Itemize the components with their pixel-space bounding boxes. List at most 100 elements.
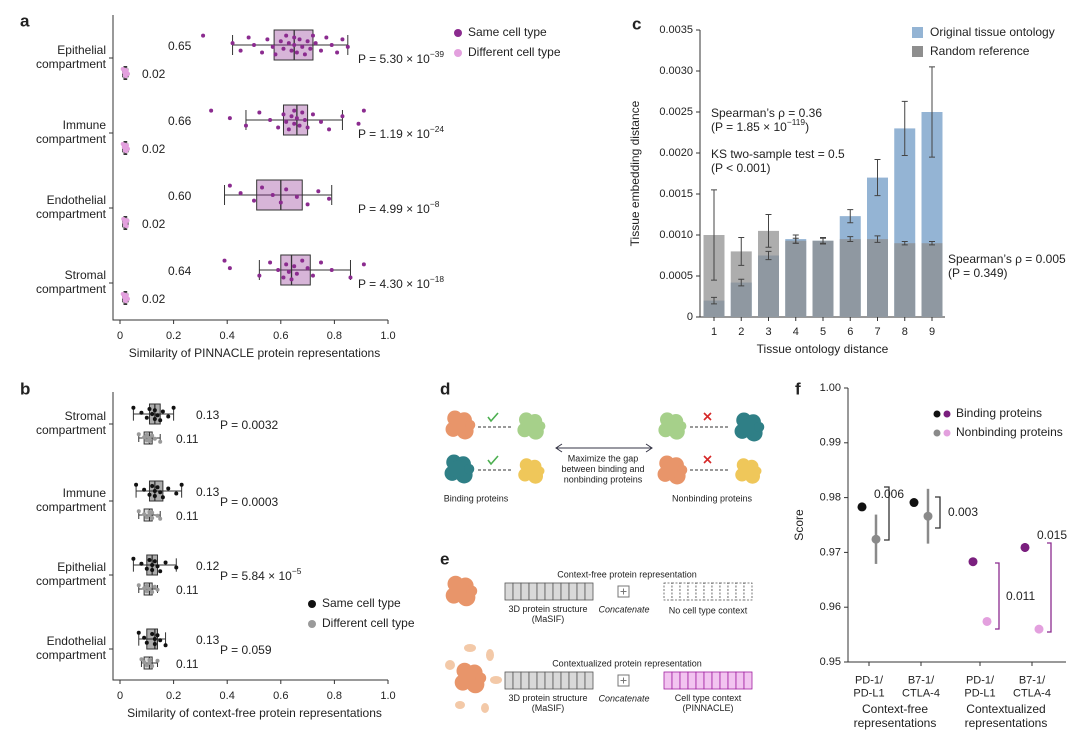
y-tick-label: 0.0020 <box>659 147 693 159</box>
text-line: compartment <box>36 57 107 71</box>
point <box>142 635 147 640</box>
point <box>150 510 155 515</box>
point <box>268 260 273 265</box>
point <box>144 589 149 594</box>
protein <box>444 454 475 484</box>
value-label: 0.02 <box>142 217 166 231</box>
protein <box>658 412 687 440</box>
text-line: compartment <box>36 574 107 588</box>
text-line: compartment <box>36 500 107 514</box>
point <box>150 664 155 668</box>
point <box>327 127 332 132</box>
diagram-label: 3D protein structure (MaSIF) <box>508 693 587 713</box>
panel-letter: b <box>20 379 30 398</box>
point <box>147 587 152 591</box>
point <box>361 108 366 113</box>
point <box>294 194 299 199</box>
point <box>152 494 157 498</box>
point <box>335 50 340 55</box>
value-label: 0.12 <box>196 559 220 573</box>
error-bar <box>820 237 826 244</box>
value-label: 0.13 <box>196 633 220 647</box>
y-axis-label: Score <box>792 509 806 541</box>
point <box>230 41 235 46</box>
concat-plus <box>620 588 627 595</box>
point <box>150 632 155 636</box>
structure-cell <box>520 582 530 601</box>
structure-cell <box>576 671 586 690</box>
y-tick-label: Endothelial compartment <box>36 193 107 221</box>
x-tick-label: B7-1/CTLA-4 <box>1013 675 1051 700</box>
point <box>982 616 992 626</box>
text-line: 3D protein structure <box>508 693 587 703</box>
error-bar <box>874 235 881 243</box>
context-cell <box>695 671 705 690</box>
value-label: 0.11 <box>176 657 199 671</box>
bar <box>812 240 834 317</box>
x-tick-label: 0.8 <box>327 330 342 342</box>
value-label: 0.64 <box>168 264 192 278</box>
bar <box>867 239 888 317</box>
annotation-text: (P = 1.85 × 10 <box>711 120 787 134</box>
point <box>252 198 256 203</box>
point <box>166 486 171 491</box>
annotation-text: P = 4.30 × 10 <box>358 277 430 291</box>
text-line: (MaSIF) <box>532 704 565 714</box>
context-cell <box>711 671 721 690</box>
value-label: 0.13 <box>196 485 220 499</box>
x-tick-label: PD-1/PD-L1 <box>853 675 884 700</box>
text-line: Endothelial <box>47 634 106 648</box>
protein <box>454 662 487 694</box>
diagram-caption: Maximize the gap between binding and nonbi… <box>561 454 644 485</box>
point <box>361 262 366 267</box>
y-tick-label: 0.97 <box>820 546 841 558</box>
point <box>329 43 334 47</box>
point <box>142 435 147 440</box>
legend-marker <box>933 429 941 437</box>
error-bar <box>847 209 854 224</box>
annotation-text: (P < 0.001) <box>711 161 770 175</box>
structure-cell <box>568 671 578 690</box>
context-cell <box>687 582 697 601</box>
x-axis-label: Similarity of context-free protein repre… <box>127 706 382 720</box>
protein <box>518 458 545 484</box>
point <box>152 637 157 641</box>
point <box>909 498 919 508</box>
context-cell <box>703 582 713 601</box>
point <box>302 118 307 122</box>
point <box>150 516 155 520</box>
legend-label: Same cell type <box>468 25 547 39</box>
legend-label: Original tissue ontology <box>930 25 1055 39</box>
value-label: 0.11 <box>176 583 199 597</box>
annotation: KS two-sample test = 0.5 <box>711 147 845 161</box>
annotation: P = 0.0003 <box>220 495 278 509</box>
point <box>209 108 214 113</box>
text-line: PD-L1 <box>853 687 884 699</box>
value-label: 0.60 <box>168 189 192 203</box>
point <box>150 412 155 416</box>
structure-cell <box>544 582 554 601</box>
text-line: PD-L1 <box>964 687 995 699</box>
legend-marker <box>308 600 316 608</box>
point <box>345 44 350 49</box>
text-line: B7-1/ <box>1019 675 1046 687</box>
structure-cell <box>568 582 578 601</box>
group-label: Contextualized representations <box>965 702 1048 730</box>
y-tick-label: Epithelial compartment <box>36 560 107 588</box>
legend-label: Nonbinding proteins <box>956 425 1063 439</box>
point <box>292 121 297 126</box>
value-label: 0.02 <box>142 292 166 306</box>
x-tick-label: 1 <box>711 326 717 338</box>
y-tick-label: 0.95 <box>820 656 841 668</box>
text-line: compartment <box>36 207 107 221</box>
annotation-exponent: −8 <box>430 199 440 209</box>
y-tick-label: Stromal compartment <box>36 409 107 437</box>
x-tick-label: 1.0 <box>380 330 395 342</box>
point <box>147 658 152 662</box>
point <box>124 224 129 229</box>
point <box>131 556 136 561</box>
point <box>348 275 353 280</box>
point <box>152 559 157 564</box>
point <box>126 296 131 301</box>
legend-marker <box>943 429 951 437</box>
